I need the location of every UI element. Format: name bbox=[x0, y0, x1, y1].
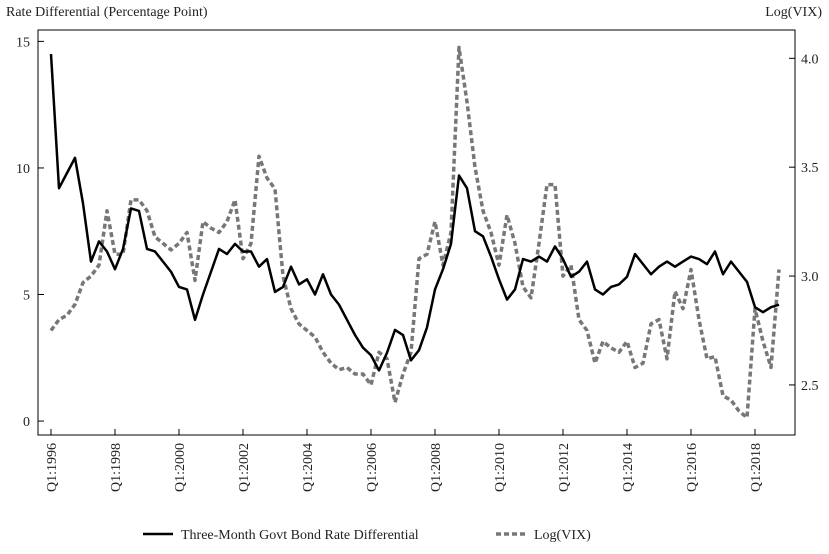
x-tick-label: Q1:2010 bbox=[493, 443, 508, 492]
x-tick-label: Q1:2000 bbox=[173, 443, 188, 492]
y2-tick-label: 3.0 bbox=[801, 270, 819, 285]
y-tick-label: 10 bbox=[16, 162, 30, 177]
y-tick-label: 0 bbox=[23, 415, 30, 430]
y2-axis-title: Log(VIX) bbox=[765, 5, 822, 20]
y2-tick-label: 4.0 bbox=[801, 52, 819, 67]
legend-label: Three-Month Govt Bond Rate Differential bbox=[181, 528, 419, 543]
x-tick-label: Q1:2002 bbox=[237, 443, 252, 492]
legend-label: Log(VIX) bbox=[534, 528, 591, 543]
y-tick-label: 15 bbox=[16, 35, 30, 50]
y2-tick-label: 3.5 bbox=[801, 161, 819, 176]
x-tick-label: Q1:2008 bbox=[429, 443, 444, 492]
x-tick-label: Q1:2004 bbox=[301, 443, 316, 492]
plot-frame bbox=[37, 29, 796, 436]
y2-tick-label: 2.5 bbox=[801, 379, 819, 394]
series-line bbox=[49, 53, 780, 372]
x-tick-label: Q1:2014 bbox=[621, 443, 636, 492]
x-tick-label: Q1:2016 bbox=[685, 443, 700, 492]
x-tick-label: Q1:2018 bbox=[749, 443, 764, 492]
y-axis-title: Rate Differential (Percentage Point) bbox=[6, 5, 208, 20]
x-tick-label: Q1:1998 bbox=[109, 443, 124, 492]
series-line bbox=[49, 45, 781, 420]
y-tick-label: 5 bbox=[23, 289, 30, 304]
x-tick-label: Q1:2006 bbox=[365, 443, 380, 492]
x-tick-label: Q1:1996 bbox=[45, 443, 60, 492]
x-tick-label: Q1:2012 bbox=[557, 443, 572, 492]
